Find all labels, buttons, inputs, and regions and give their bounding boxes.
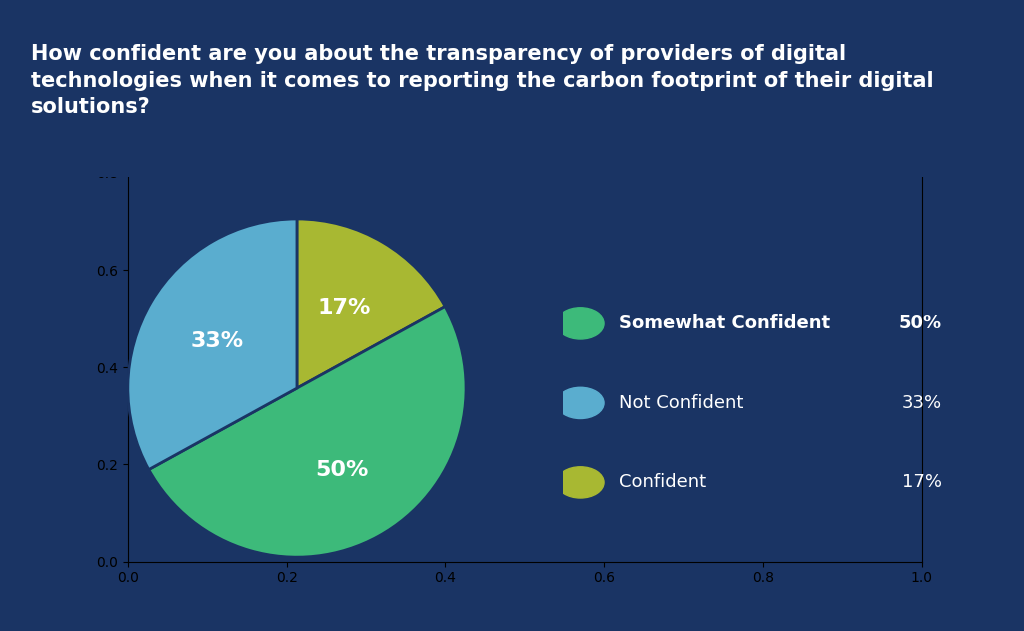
Text: Somewhat Confident: Somewhat Confident <box>620 314 830 333</box>
Wedge shape <box>297 219 445 388</box>
Text: 17%: 17% <box>902 473 942 492</box>
Wedge shape <box>148 307 466 557</box>
Circle shape <box>557 387 604 418</box>
Text: 17%: 17% <box>317 298 371 318</box>
Circle shape <box>557 467 604 498</box>
Text: 33%: 33% <box>190 331 244 351</box>
Text: 33%: 33% <box>901 394 942 412</box>
Text: 50%: 50% <box>898 314 942 333</box>
Text: Not Confident: Not Confident <box>620 394 743 412</box>
FancyBboxPatch shape <box>0 0 1024 177</box>
Circle shape <box>557 308 604 339</box>
Text: Confident: Confident <box>620 473 707 492</box>
Text: How confident are you about the transparency of providers of digital
technologie: How confident are you about the transpar… <box>31 44 933 117</box>
Wedge shape <box>128 219 297 469</box>
Text: 50%: 50% <box>315 459 369 480</box>
